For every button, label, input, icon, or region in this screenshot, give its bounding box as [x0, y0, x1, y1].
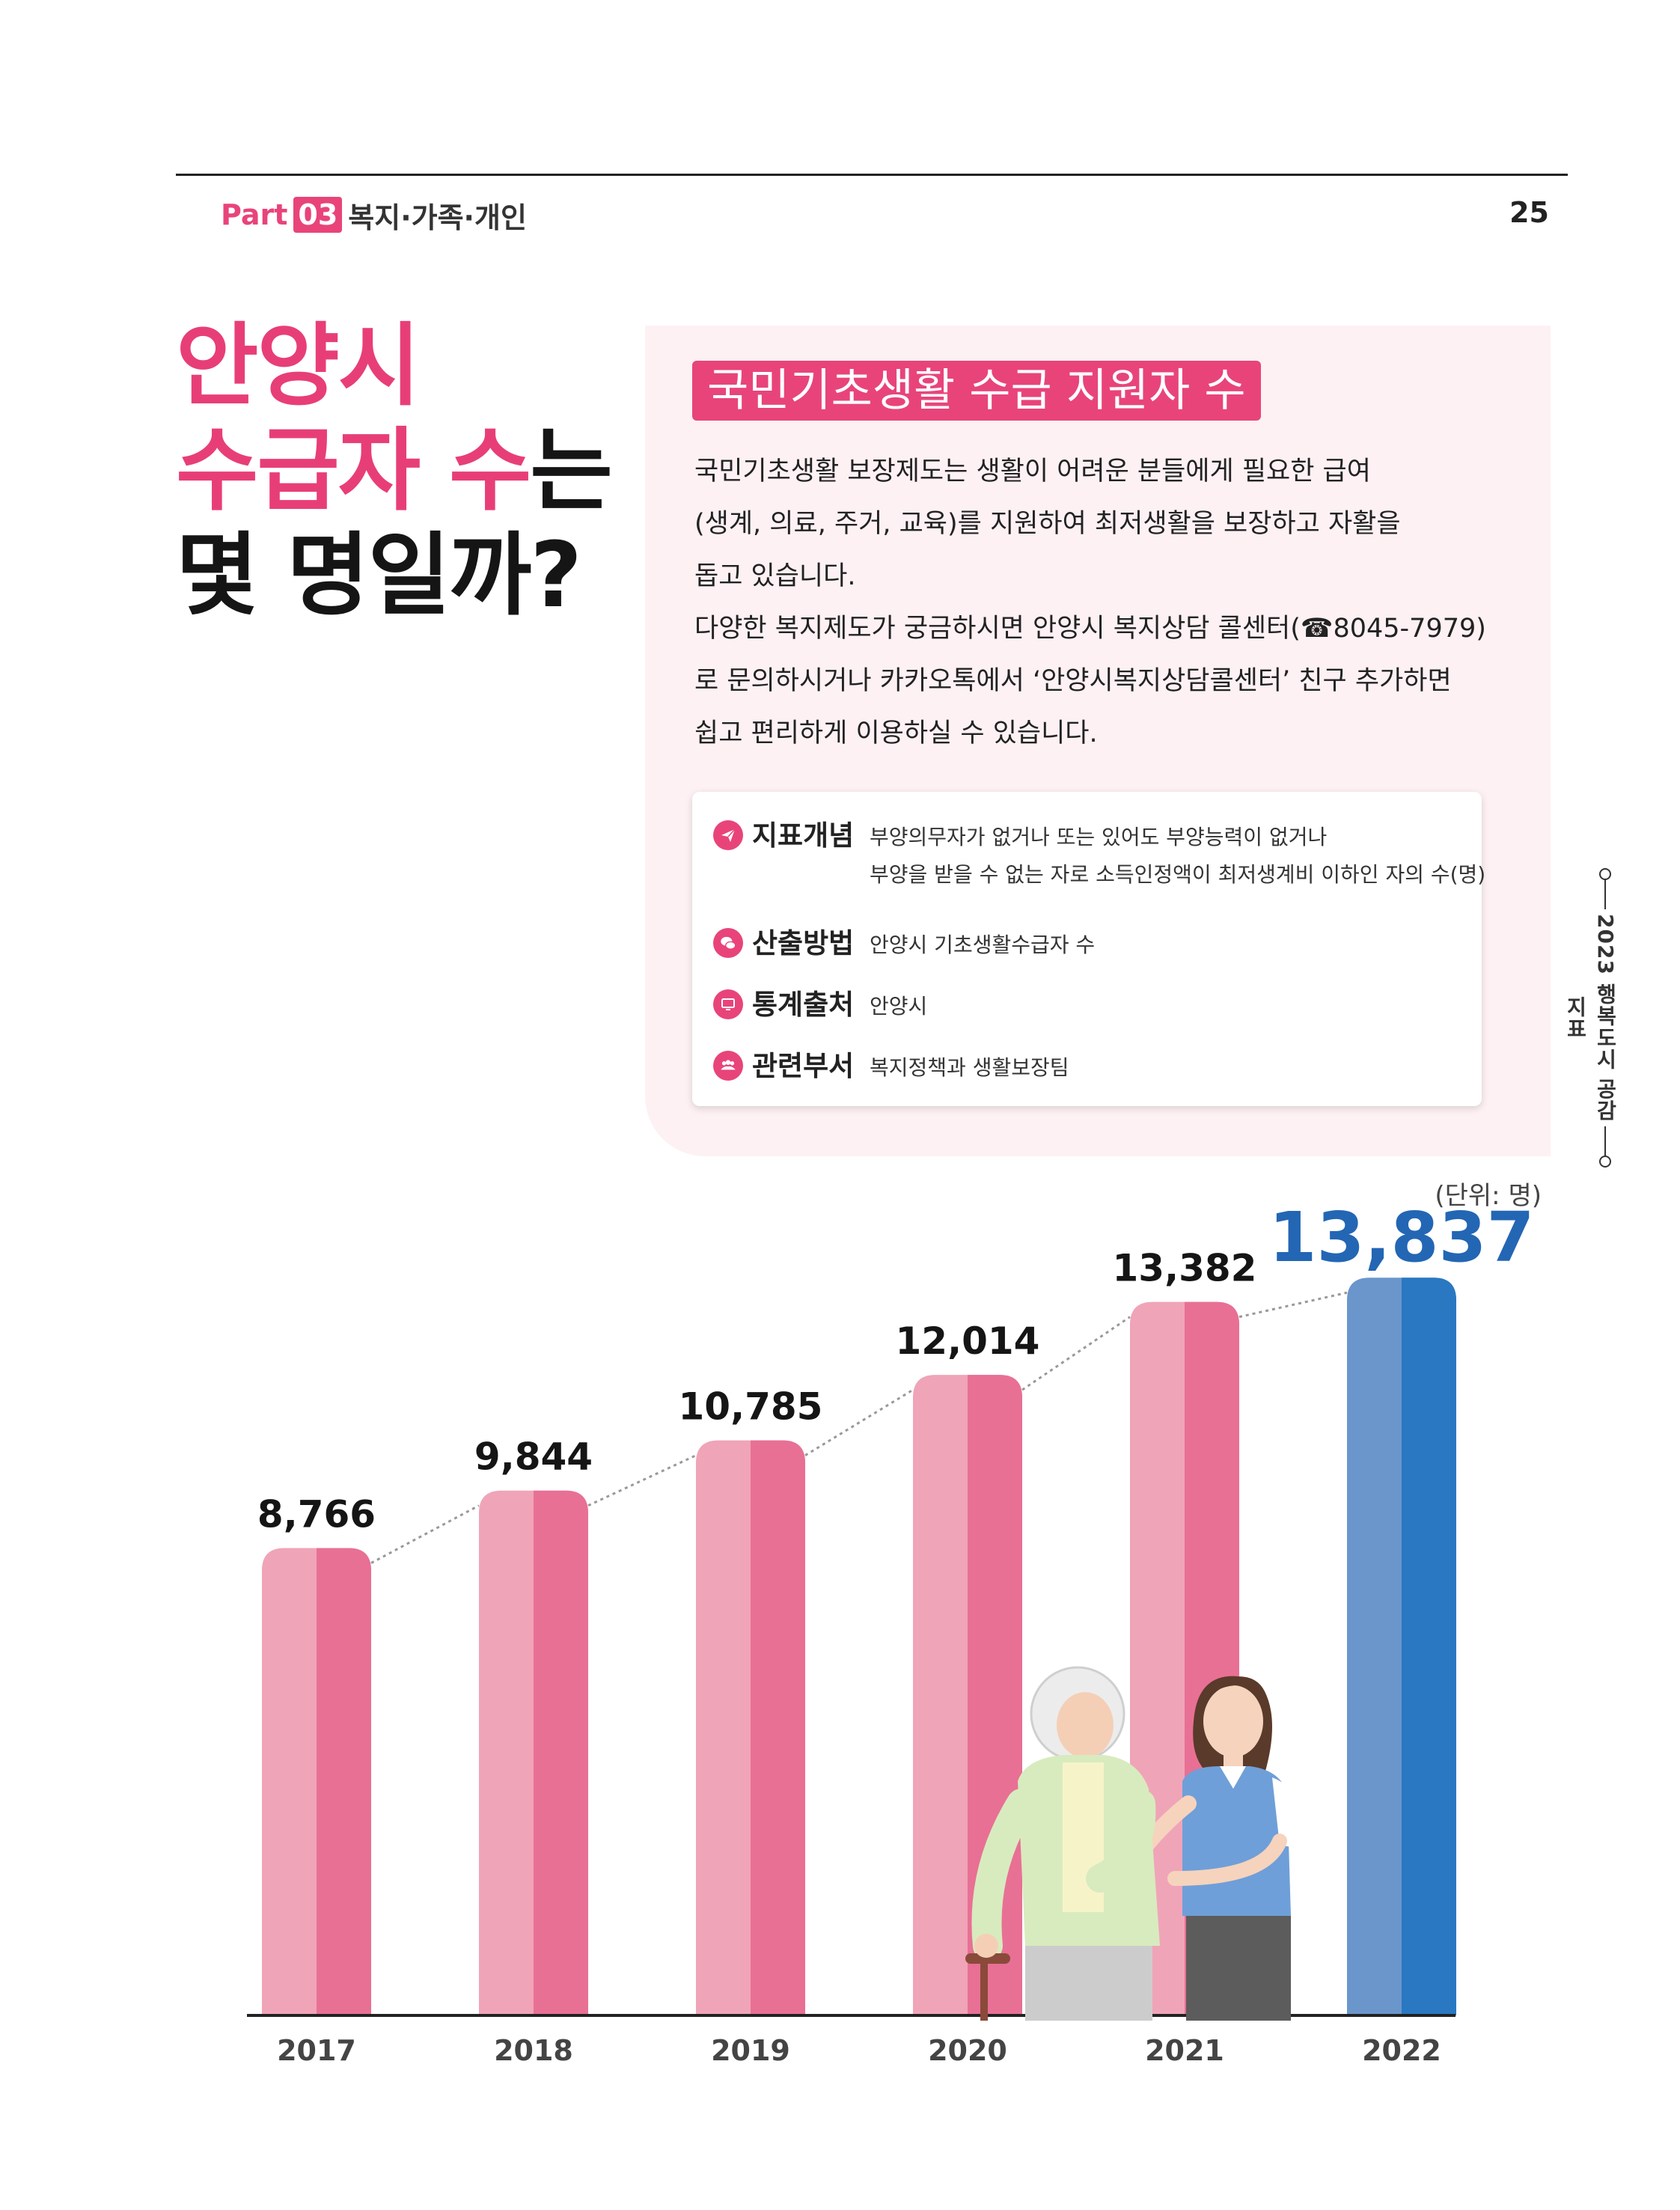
indicator-department-value: 복지정책과 생활보장팀	[870, 1055, 1069, 1080]
headline-line2-dark: 는	[530, 419, 612, 523]
caregiver-figure	[1129, 1676, 1302, 2021]
caregiver-illustration	[950, 1631, 1369, 2021]
headline-line1: 안양시	[176, 314, 421, 418]
value-label-2020: 12,014	[896, 1319, 1040, 1363]
bar-shade-2019	[751, 1440, 805, 2015]
description-line: 돕고 있습니다.	[694, 561, 856, 591]
part-header: Part 03 복지·가족·개인	[221, 196, 527, 234]
side-text: 2023 행복도시 공감지표	[1563, 909, 1620, 1126]
x-tick-label-2019: 2019	[711, 2034, 790, 2067]
x-tick-label-2020: 2020	[928, 2034, 1007, 2067]
trend-segment	[587, 1454, 697, 1507]
x-tick-label-2018: 2018	[494, 2034, 573, 2067]
value-label-2022: 13,837	[1268, 1197, 1534, 1278]
indicator-box: 지표개념 부양의무자가 없거나 또는 있어도 부양능력이 없거나 부양을 받을 …	[692, 792, 1485, 1106]
side-label: 2023 행복도시 공감지표	[1563, 868, 1624, 1167]
trend-segment	[1238, 1291, 1348, 1319]
description-line: 로 문의하시거나 카카오톡에서 ‘안양시복지상담콜센터’ 친구 추가하면	[694, 666, 1452, 696]
page-number: 25	[1509, 196, 1549, 229]
indicator-source-value: 안양시	[870, 994, 928, 1019]
indicator-source-label: 통계출처	[752, 989, 855, 1021]
part-title: 복지·가족·개인	[348, 201, 527, 234]
indicator-method-row: 산출방법 안양시 기초생활수급자 수	[713, 927, 1095, 964]
bar-shade-2022	[1402, 1278, 1456, 2015]
part-number-badge: 03	[293, 197, 343, 233]
unit-label: (단위: 명)	[1435, 1181, 1542, 1211]
people-icon	[713, 1051, 743, 1081]
page-headline: 안양시 수급자 수는 몇 명일까?	[176, 314, 613, 629]
bar-chart: 8,766 2017 9,844 2018 10,785 2019 12,014 2020 13…	[0, 1197, 1680, 2095]
trend-segment	[1021, 1316, 1131, 1391]
part-word: Part	[221, 198, 288, 231]
side-dot-bottom	[1599, 1156, 1611, 1167]
headline-line3: 몇 명일까?	[176, 524, 582, 628]
side-dot-top	[1599, 868, 1611, 880]
elderly-woman-figure	[965, 1666, 1160, 2021]
value-label-2019: 10,785	[679, 1385, 823, 1429]
description-line: 국민기초생활 보장제도는 생활이 어려운 분들에게 필요한 급여	[694, 457, 1371, 486]
x-tick-label-2022: 2022	[1362, 2034, 1441, 2067]
indicator-method-value: 안양시 기초생활수급자 수	[870, 932, 1096, 957]
indicator-department-label: 관련부서	[752, 1050, 855, 1082]
chart-svg: 8,766 2017 9,844 2018 10,785 2019 12,014 2020 13…	[247, 1197, 1535, 2067]
indicator-department-row: 관련부서 복지정책과 생활보장팀	[713, 1049, 1069, 1087]
bar-shade-2018	[534, 1490, 588, 2015]
description: 국민기초생활 보장제도는 생활이 어려운 분들에게 필요한 급여 (생계, 의료…	[694, 445, 1533, 760]
indicator-concept-value: 부양의무자가 없거나 또는 있어도 부양능력이 없거나 부양을 받을 수 없는 …	[870, 819, 1485, 894]
indicator-concept-label: 지표개념	[752, 819, 855, 852]
indicator-concept-value-line2: 부양을 받을 수 없는 자로 소득인정액이 최저생계비 이하인 자의 수(명)	[870, 862, 1486, 887]
section-title: 국민기초생활 수급 지원자 수	[692, 361, 1261, 421]
trend-segment	[804, 1388, 914, 1456]
trend-segment	[370, 1504, 480, 1564]
description-line: 쉽고 편리하게 이용하실 수 있습니다.	[694, 718, 1098, 748]
indicator-method-label: 산출방법	[752, 927, 855, 959]
bar-shade-2017	[317, 1548, 371, 2015]
x-tick-label-2017: 2017	[277, 2034, 356, 2067]
headline-line2-pink: 수급자 수	[176, 419, 531, 523]
indicator-source-row: 통계출처 안양시	[713, 988, 927, 1025]
indicator-concept-value-line1: 부양의무자가 없거나 또는 있어도 부양능력이 없거나	[870, 825, 1328, 849]
value-label-2018: 9,844	[474, 1435, 593, 1479]
description-line: 다양한 복지제도가 궁금하시면 안양시 복지상담 콜센터(☎8045-7979)	[694, 614, 1486, 644]
x-tick-label-2021: 2021	[1145, 2034, 1224, 2067]
chat-bubble-icon	[713, 928, 743, 958]
value-label-2017: 8,766	[257, 1492, 376, 1536]
indicator-concept-row: 지표개념 부양의무자가 없거나 또는 있어도 부양능력이 없거나 부양을 받을 …	[713, 819, 1485, 894]
paper-plane-icon	[713, 820, 743, 850]
monitor-icon	[713, 989, 743, 1019]
value-label-2021: 13,382	[1113, 1247, 1257, 1290]
description-line: (생계, 의료, 주거, 교육)를 지원하여 최저생활을 보장하고 자활을	[694, 509, 1401, 539]
top-rule	[176, 174, 1568, 176]
